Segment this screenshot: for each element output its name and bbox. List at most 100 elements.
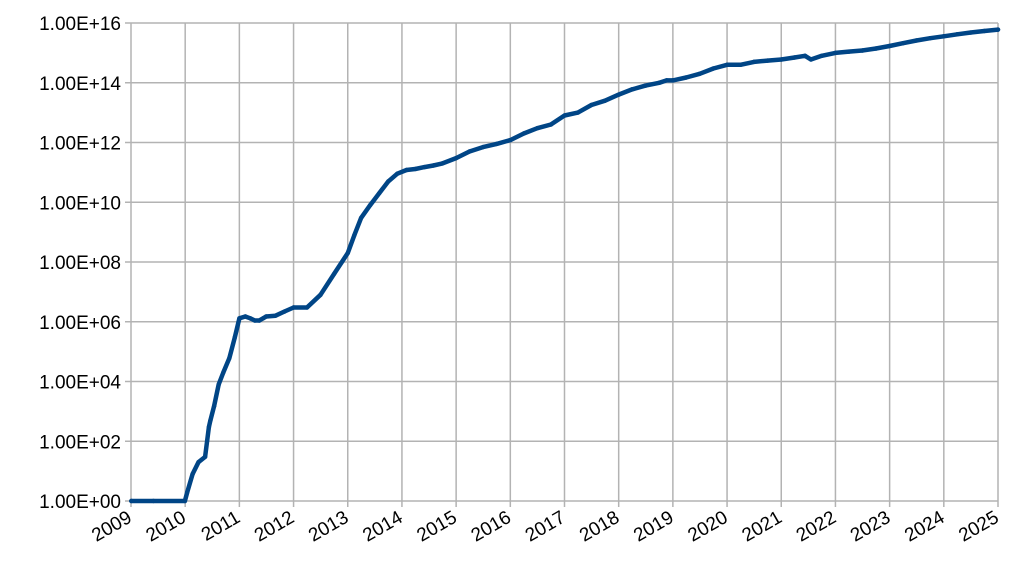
data-point [248,316,253,321]
data-point [377,191,382,196]
x-tick-label: 2024 [901,507,948,547]
y-tick-label: 1.00E+00 [39,492,121,513]
data-point [697,71,702,76]
x-tick-label: 2018 [576,507,623,546]
x-tick-label: 2025 [955,507,1002,546]
data-point [629,87,635,92]
data-point [216,382,221,387]
data-point [616,92,621,97]
x-tick-label: 2023 [847,507,894,546]
data-point [386,179,391,184]
x-tick-label: 2010 [143,507,190,546]
data-point [129,498,134,504]
data-point [221,370,226,375]
data-point [480,144,486,150]
data-point [914,38,919,43]
data-point [232,335,237,340]
data-point [664,78,669,83]
data-point [995,27,1001,32]
data-point [151,498,156,504]
y-tick-label: 1.00E+10 [39,193,121,214]
data-point [657,80,662,85]
x-tick-label: 2021 [739,507,786,546]
data-point [331,271,337,277]
data-point [196,459,201,465]
data-point [808,57,814,62]
data-point [243,314,248,319]
grid-lines [125,22,999,507]
data-point [779,57,784,62]
data-point [521,131,526,136]
data-point [252,318,258,323]
data-point [833,50,838,56]
y-tick-label: 1.00E+14 [39,74,121,95]
data-point [352,232,357,238]
data-point [190,471,195,477]
x-tick-label: 2014 [359,507,406,547]
data-point [208,418,213,423]
data-point [237,316,242,321]
data-point [873,46,879,51]
x-tick-label: 2019 [630,507,677,546]
data-point [535,126,540,131]
x-tick-label: 2015 [414,507,461,546]
data-point [318,292,323,297]
data-point [508,137,513,143]
data-point [548,122,554,127]
y-tick-label: 1.00E+12 [39,134,121,155]
data-point [227,356,232,361]
x-tick-label: 2017 [522,507,569,546]
data-point [211,403,217,409]
y-axis-tick-labels: 1.00E+00 1.00E+02 1.00E+04 1.00E+06 1.00E+08… [39,14,121,513]
data-point [738,62,743,67]
data-point [860,48,865,53]
data-point [291,305,296,310]
data-point [345,250,350,256]
data-point [367,202,373,208]
data-point [955,32,960,37]
data-point [358,215,364,221]
data-point [982,28,987,34]
data-point [887,43,892,49]
data-point [413,166,418,172]
data-point [819,53,824,58]
data-point [751,59,757,65]
data-point [202,454,208,460]
data-point [431,163,436,168]
y-tick-label: 1.00E+04 [39,373,121,394]
data-point [589,102,594,108]
data-point [765,58,770,63]
data-point [440,161,445,166]
data-point [724,62,730,67]
data-point [282,309,287,314]
data-point [802,53,808,58]
data-point [453,155,459,161]
data-point [304,305,310,310]
data-point [422,164,427,170]
x-axis-tick-labels: 2009 2010 2011 2012 2013 2014 2015 2016 2017 2018… [88,507,1002,547]
data-point [185,489,190,495]
data-point [575,110,581,115]
series-line [129,27,1001,504]
data-point [257,318,262,323]
data-point [670,78,676,83]
data-point [404,167,409,173]
x-tick-label: 2009 [88,507,135,546]
data-point [602,98,608,103]
data-point [264,314,269,319]
x-tick-label: 2020 [684,507,731,546]
x-tick-label: 2012 [251,507,298,546]
data-point [900,41,906,46]
data-point [684,75,689,80]
data-point [273,313,278,318]
series-group [129,27,1001,504]
data-point [562,113,567,118]
x-tick-label: 2011 [198,507,244,546]
data-point [792,55,797,60]
data-point [927,35,933,41]
y-tick-label: 1.00E+02 [39,432,121,453]
y-tick-label: 1.00E+16 [39,14,121,35]
data-point [206,424,212,430]
x-tick-label: 2022 [793,507,840,546]
